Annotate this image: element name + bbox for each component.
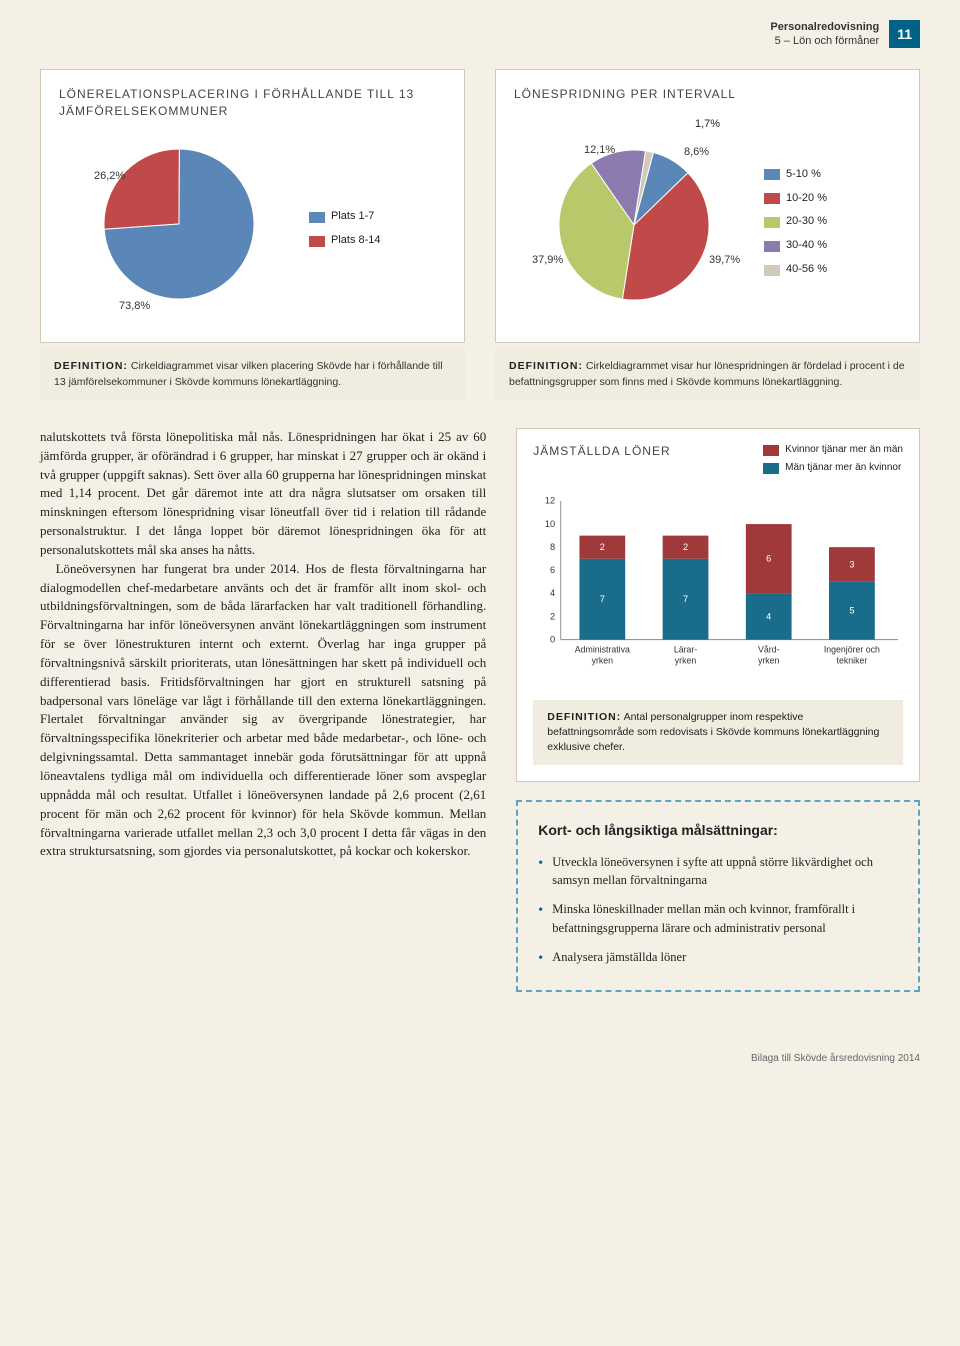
legend-label: 40-56 % — [786, 262, 827, 278]
page-number-badge: 11 — [889, 20, 920, 48]
svg-text:0: 0 — [550, 634, 555, 644]
svg-text:yrken: yrken — [675, 655, 697, 665]
legend-swatch — [763, 463, 779, 474]
legend-swatch — [764, 241, 780, 252]
bar-chart: 02468101272Administrativayrken72Lärar-yr… — [533, 486, 903, 686]
legend-item: 10-20 % — [764, 191, 827, 207]
legend-item: 20-30 % — [764, 214, 827, 230]
svg-text:3: 3 — [850, 559, 855, 569]
svg-text:12: 12 — [545, 496, 555, 506]
svg-text:7: 7 — [600, 594, 605, 604]
main-columns: nalutskottets två första lönepolitiska m… — [40, 428, 920, 993]
legend-item: Män tjänar mer än kvinnor — [763, 461, 903, 476]
legend-swatch — [309, 236, 325, 247]
body-text-column: nalutskottets två första lönepolitiska m… — [40, 428, 486, 993]
body-p1: nalutskottets två första lönepolitiska m… — [40, 428, 486, 560]
svg-text:Administrativa: Administrativa — [575, 644, 630, 654]
def2-label: DEFINITION: — [509, 360, 583, 372]
svg-text:12,1%: 12,1% — [584, 144, 615, 156]
svg-text:2: 2 — [683, 542, 688, 552]
svg-text:73,8%: 73,8% — [119, 300, 150, 312]
svg-text:26,2%: 26,2% — [94, 170, 125, 182]
svg-text:tekniker: tekniker — [837, 655, 868, 665]
legend-item: 5-10 % — [764, 167, 827, 183]
goals-box: Kort- och långsiktiga målsättningar: Utv… — [516, 800, 920, 992]
pie1-box: LÖNERELATIONSPLACERING I FÖRHÅLLANDE TIL… — [40, 69, 465, 344]
svg-text:6: 6 — [550, 565, 555, 575]
svg-text:37,9%: 37,9% — [532, 254, 563, 266]
legend-swatch — [309, 212, 325, 223]
svg-text:8,6%: 8,6% — [684, 146, 709, 158]
svg-text:2: 2 — [600, 542, 605, 552]
def1-label: DEFINITION: — [54, 360, 128, 372]
svg-text:39,7%: 39,7% — [709, 254, 740, 266]
legend-label: Plats 8-14 — [331, 233, 381, 249]
right-column: JÄMSTÄLLDA LÖNER Kvinnor tjänar mer än m… — [516, 428, 920, 993]
svg-text:yrken: yrken — [758, 655, 780, 665]
svg-text:2: 2 — [550, 611, 555, 621]
legend-label: 10-20 % — [786, 191, 827, 207]
svg-text:Vård-: Vård- — [758, 644, 780, 654]
pie2-legend: 5-10 % 10-20 % 20-30 % 30-40 % 40-56 % — [764, 167, 827, 279]
bar-legend: Kvinnor tjänar mer än män Män tjänar mer … — [763, 443, 903, 476]
legend-swatch — [764, 193, 780, 204]
legend-label: Kvinnor tjänar mer än män — [785, 443, 903, 458]
body-p2: Löneöversynen har fungerat bra under 201… — [40, 560, 486, 862]
legend-label: Plats 1-7 — [331, 209, 374, 225]
legend-item: 40-56 % — [764, 262, 827, 278]
legend-swatch — [764, 169, 780, 180]
bar-def-box: DEFINITION: Antal personalgrupper inom r… — [533, 700, 903, 766]
goals-item: Analysera jämställda löner — [538, 948, 898, 967]
goals-item: Utveckla löneöversynen i syfte att uppnå… — [538, 853, 898, 891]
legend-item: Plats 8-14 — [309, 233, 381, 249]
page-footer: Bilaga till Skövde årsredovisning 2014 — [40, 1052, 920, 1067]
legend-item: Kvinnor tjänar mer än män — [763, 443, 903, 458]
legend-label: 20-30 % — [786, 214, 827, 230]
pie2-chart: 8,6% 39,7% 37,9% 12,1% — [514, 135, 744, 310]
legend-label: Män tjänar mer än kvinnor — [785, 461, 901, 476]
def1-box: DEFINITION: Cirkeldiagrammet visar vilke… — [40, 349, 465, 399]
goals-list: Utveckla löneöversynen i syfte att uppnå… — [538, 853, 898, 967]
pie2-title: LÖNESPRIDNING PER INTERVALL — [514, 86, 901, 103]
goals-title: Kort- och långsiktiga målsättningar: — [538, 820, 898, 840]
svg-text:yrken: yrken — [592, 655, 614, 665]
legend-label: 5-10 % — [786, 167, 821, 183]
svg-text:7: 7 — [683, 594, 688, 604]
legend-swatch — [764, 265, 780, 276]
bar-title: JÄMSTÄLLDA LÖNER — [533, 443, 670, 460]
pie1-chart: 26,2% 73,8% — [59, 134, 289, 324]
svg-text:8: 8 — [550, 542, 555, 552]
svg-text:Lärar-: Lärar- — [674, 644, 697, 654]
svg-text:10: 10 — [545, 519, 555, 529]
legend-item: Plats 1-7 — [309, 209, 381, 225]
pie1-legend: Plats 1-7 Plats 8-14 — [309, 209, 381, 249]
legend-swatch — [764, 217, 780, 228]
legend-swatch — [763, 445, 779, 456]
pie1-title: LÖNERELATIONSPLACERING I FÖRHÅLLANDE TIL… — [59, 86, 446, 121]
bar-def-label: DEFINITION: — [547, 711, 621, 723]
page-header: Personalredovisning 5 – Lön och förmåner… — [40, 20, 920, 49]
goals-item: Minska löneskillnader mellan män och kvi… — [538, 900, 898, 938]
charts-row: LÖNERELATIONSPLACERING I FÖRHÅLLANDE TIL… — [40, 69, 920, 344]
header-text: Personalredovisning 5 – Lön och förmåner — [770, 20, 879, 49]
svg-text:4: 4 — [550, 588, 555, 598]
svg-text:6: 6 — [766, 553, 771, 563]
doc-subtitle: 5 – Lön och förmåner — [770, 34, 879, 48]
def2-box: DEFINITION: Cirkeldiagrammet visar hur l… — [495, 349, 920, 399]
pie2-box: LÖNESPRIDNING PER INTERVALL 1,7% 8,6% 39,… — [495, 69, 920, 344]
svg-text:5: 5 — [850, 605, 855, 615]
legend-label: 30-40 % — [786, 238, 827, 254]
bar-chart-box: JÄMSTÄLLDA LÖNER Kvinnor tjänar mer än m… — [516, 428, 920, 783]
legend-item: 30-40 % — [764, 238, 827, 254]
doc-title: Personalredovisning — [770, 20, 879, 34]
svg-text:4: 4 — [766, 611, 771, 621]
pie2-top-label: 1,7% — [514, 117, 901, 133]
svg-text:Ingenjörer och: Ingenjörer och — [824, 644, 880, 654]
definitions-row: DEFINITION: Cirkeldiagrammet visar vilke… — [40, 349, 920, 399]
